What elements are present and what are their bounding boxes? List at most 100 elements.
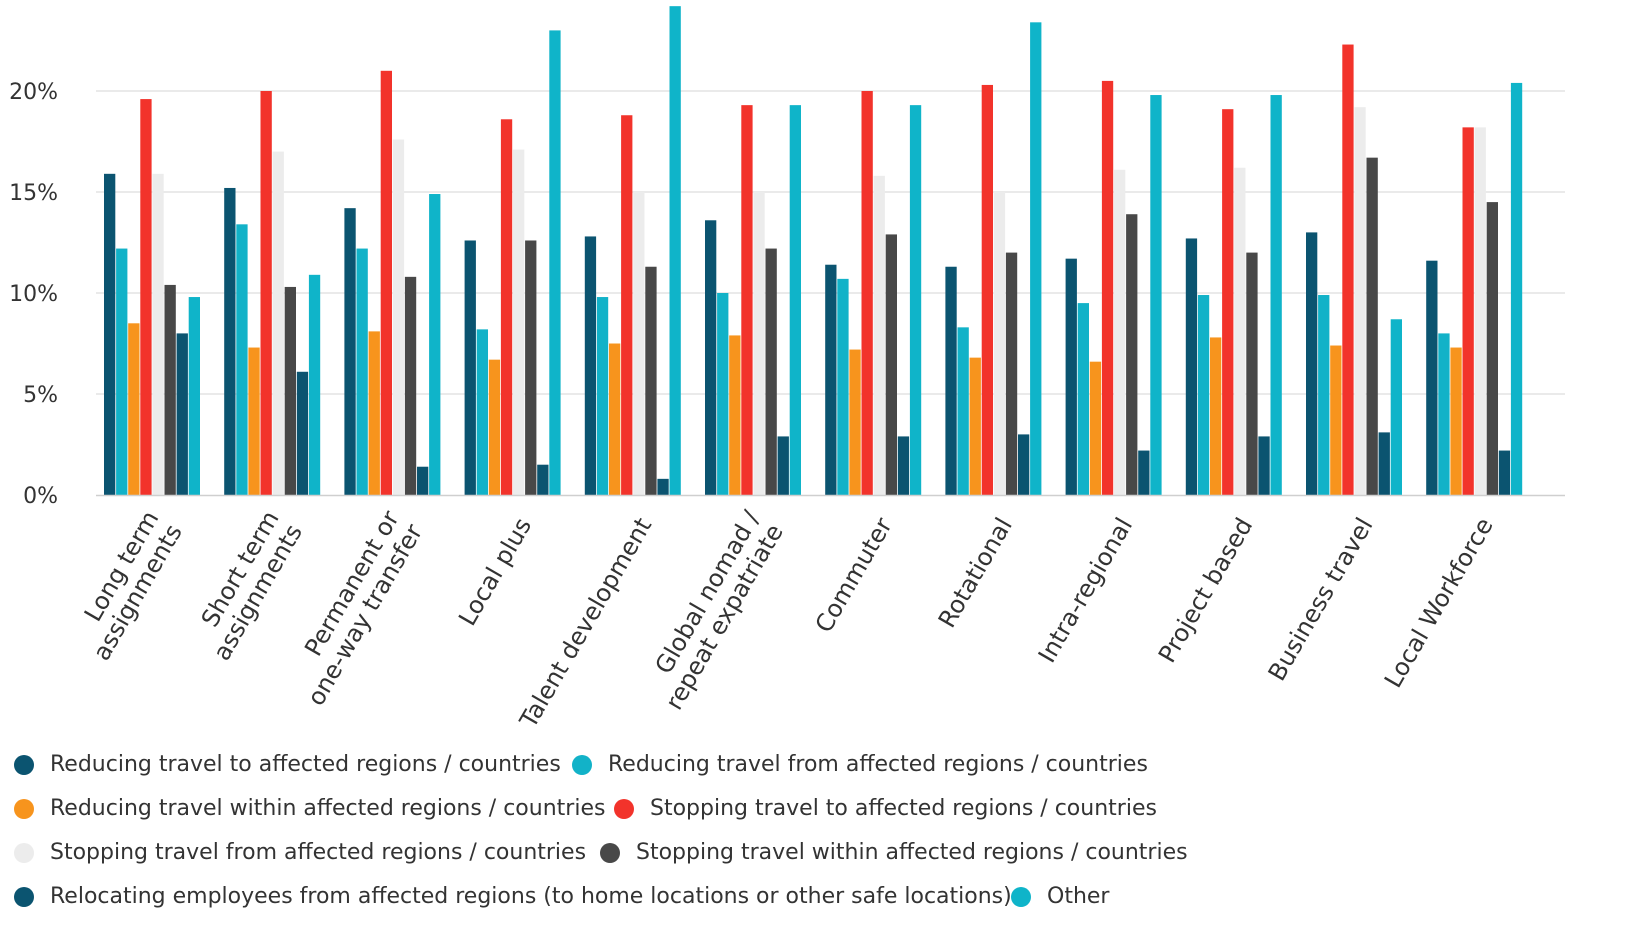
bar: [1246, 252, 1258, 495]
bar: [669, 6, 681, 495]
bar: [1210, 337, 1222, 495]
bar: [945, 266, 957, 495]
bar: [272, 151, 284, 495]
bar: [753, 192, 765, 495]
legend-item: Stopping travel within affected regions …: [600, 840, 1188, 865]
bar: [464, 240, 476, 495]
bar: [1510, 82, 1523, 496]
y-axis-tick-labels: 0% 5% 10% 15% 20%: [9, 80, 58, 509]
bar: [1258, 436, 1270, 495]
bar: [140, 99, 152, 495]
legend-label: Stopping travel to affected regions / co…: [650, 796, 1157, 821]
legend-label: Reducing travel from affected regions / …: [608, 752, 1148, 777]
legend-swatch: [14, 798, 34, 819]
y-tick-label: 20%: [9, 80, 58, 105]
bar: [1330, 345, 1342, 495]
legend-item: Reducing travel to affected regions / co…: [14, 752, 561, 777]
bar: [1306, 232, 1318, 495]
bar: [429, 194, 441, 495]
legend-label: Relocating employees from affected regio…: [50, 884, 1012, 909]
bar: [236, 224, 248, 495]
x-category-label-line: Commuter: [810, 513, 898, 637]
bar: [909, 105, 922, 495]
x-category-label-line: Talent development: [514, 513, 657, 733]
bar: [1018, 434, 1030, 495]
bar: [741, 105, 753, 495]
bar: [248, 347, 260, 495]
legend-label: Reducing travel to affected regions / co…: [50, 752, 561, 777]
x-category-label-line: Business travel: [1263, 513, 1379, 686]
bar: [513, 149, 525, 495]
bar: [1498, 450, 1511, 495]
bar: [476, 329, 488, 495]
bar: [1185, 238, 1198, 495]
bar: [633, 192, 645, 495]
bar: [1474, 127, 1486, 496]
bar: [1270, 95, 1282, 495]
bar: [1101, 80, 1114, 496]
bar: [260, 91, 272, 495]
bar: [537, 464, 549, 495]
bar: [368, 331, 380, 495]
bar: [885, 234, 897, 496]
bar: [1486, 202, 1498, 495]
bar: [549, 30, 561, 496]
bar: [380, 70, 392, 496]
bar: [116, 248, 128, 495]
bar: [993, 192, 1006, 495]
bar: [705, 220, 717, 495]
bar: [488, 359, 501, 495]
legend-swatch: [1011, 886, 1031, 907]
bar: [897, 436, 910, 495]
bar: [596, 297, 609, 495]
legend-label: Stopping travel from affected regions / …: [50, 840, 587, 865]
x-category-label: Local Workforce: [1379, 513, 1499, 692]
bar: [152, 173, 164, 495]
bar: [873, 175, 885, 495]
bar: [645, 266, 657, 495]
bar: [176, 333, 188, 495]
bar: [417, 466, 429, 495]
x-category-label-line: Project based: [1153, 513, 1258, 667]
bar: [164, 284, 176, 495]
bar: [789, 105, 801, 495]
bar: [1354, 107, 1366, 495]
bar: [284, 286, 296, 495]
bar: [1318, 295, 1330, 495]
bar: [861, 91, 873, 495]
x-category-label: Business travel: [1263, 513, 1379, 686]
bar: [729, 335, 741, 495]
bar: [1438, 333, 1450, 495]
legend-item: Stopping travel from affected regions / …: [14, 840, 586, 865]
bar: [849, 349, 861, 495]
bar: [308, 274, 321, 495]
bar: [1005, 252, 1018, 495]
legend-item: Stopping travel to affected regions / co…: [614, 796, 1157, 821]
legend-swatch: [14, 886, 34, 907]
bar: [1390, 319, 1402, 495]
bar: [1150, 95, 1162, 495]
bar: [1030, 22, 1042, 495]
legend-item: Other: [1011, 884, 1109, 909]
legend-label: Stopping travel within affected regions …: [636, 840, 1188, 865]
bar: [1138, 450, 1150, 495]
legend-label: Reducing travel within affected regions …: [50, 796, 606, 821]
bar: [825, 264, 837, 495]
bar: [1197, 295, 1210, 495]
bar: [1378, 432, 1390, 495]
bar: [1114, 169, 1126, 495]
bar: [404, 276, 417, 495]
y-tick-label: 5%: [23, 383, 58, 408]
bar: [584, 236, 597, 495]
legend-item: Reducing travel within affected regions …: [14, 796, 605, 821]
bar: [1089, 361, 1102, 495]
y-tick-label: 15%: [9, 181, 58, 206]
bar: [717, 293, 729, 495]
bar: [1342, 44, 1354, 495]
bar: [525, 240, 537, 495]
bar: [1065, 258, 1077, 495]
x-category-label: Intra-regional: [1033, 513, 1138, 667]
legend-swatch: [572, 754, 592, 775]
x-category-label-line: Intra-regional: [1033, 513, 1138, 667]
